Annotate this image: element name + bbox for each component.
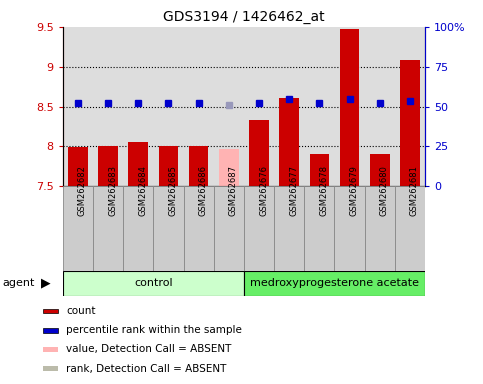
Bar: [395, 186, 425, 271]
Bar: [158, 146, 178, 186]
Bar: [154, 186, 184, 271]
Text: rank, Detection Call = ABSENT: rank, Detection Call = ABSENT: [66, 364, 227, 374]
Text: GSM262680: GSM262680: [380, 165, 389, 216]
Bar: [334, 186, 365, 271]
Bar: [400, 60, 420, 186]
Bar: [370, 154, 390, 186]
Text: ▶: ▶: [41, 277, 51, 290]
Bar: [128, 142, 148, 186]
Text: value, Detection Call = ABSENT: value, Detection Call = ABSENT: [66, 344, 232, 354]
Bar: [43, 308, 58, 313]
Text: GSM262686: GSM262686: [199, 165, 208, 216]
Bar: [98, 146, 118, 186]
Text: GSM262684: GSM262684: [138, 165, 147, 216]
Bar: [93, 186, 123, 271]
Bar: [244, 271, 425, 296]
Bar: [310, 154, 329, 186]
Bar: [43, 328, 58, 333]
Bar: [304, 186, 334, 271]
Text: GSM262683: GSM262683: [108, 165, 117, 216]
Text: GSM262679: GSM262679: [350, 165, 358, 216]
Text: GSM262677: GSM262677: [289, 165, 298, 216]
Bar: [43, 347, 58, 352]
Bar: [189, 146, 209, 186]
Bar: [63, 271, 244, 296]
Bar: [340, 29, 359, 186]
Bar: [274, 186, 304, 271]
Text: GSM262681: GSM262681: [410, 165, 419, 216]
Text: agent: agent: [2, 278, 35, 288]
Text: percentile rank within the sample: percentile rank within the sample: [66, 325, 242, 335]
Text: medroxyprogesterone acetate: medroxyprogesterone acetate: [250, 278, 419, 288]
Bar: [68, 147, 88, 186]
Text: GSM262676: GSM262676: [259, 165, 268, 216]
Bar: [365, 186, 395, 271]
Text: GSM262685: GSM262685: [169, 165, 177, 216]
Title: GDS3194 / 1426462_at: GDS3194 / 1426462_at: [163, 10, 325, 25]
Bar: [249, 120, 269, 186]
Text: GSM262682: GSM262682: [78, 165, 87, 216]
Bar: [219, 149, 239, 186]
Text: GSM262678: GSM262678: [319, 165, 328, 216]
Bar: [213, 186, 244, 271]
Bar: [123, 186, 154, 271]
Text: count: count: [66, 306, 96, 316]
Text: GSM262687: GSM262687: [229, 165, 238, 216]
Bar: [43, 366, 58, 371]
Bar: [184, 186, 213, 271]
Bar: [244, 186, 274, 271]
Bar: [63, 186, 93, 271]
Bar: [279, 98, 299, 186]
Text: control: control: [134, 278, 172, 288]
